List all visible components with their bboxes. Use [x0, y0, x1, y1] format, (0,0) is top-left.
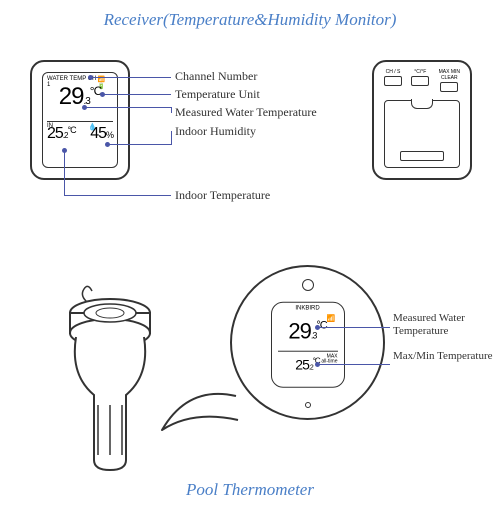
- btn1-label: CH / S: [386, 70, 401, 75]
- callout-line: [103, 94, 171, 95]
- humidity-val: 45: [90, 125, 106, 142]
- brand-label: INKBIRD: [272, 305, 344, 311]
- callout-line: [318, 327, 390, 328]
- pool-small-dec: .2: [309, 364, 313, 371]
- callout-line: [108, 144, 171, 145]
- callout-pool-temp: Measured Water Temperature: [393, 312, 493, 338]
- callout-indoor-temp: Indoor Temperature: [175, 188, 270, 203]
- water-temp-int: 29: [59, 83, 84, 110]
- callout-channel: Channel Number: [175, 69, 257, 84]
- bubble-tail: [158, 390, 248, 455]
- panel-slot: [400, 151, 444, 161]
- pool-screen: INKBIRD 📶 29.3°C MAX all-time 25.2°C: [271, 301, 345, 387]
- indoor-temp-unit: °C: [67, 125, 75, 135]
- receiver-back-diagram: CH / S °C/°F MAX MIN CLEAR: [372, 60, 472, 180]
- title-pool: Pool Thermometer: [0, 480, 500, 500]
- screen-divider: [47, 121, 113, 122]
- button-maxmin: [440, 82, 458, 92]
- panel-notch: [411, 99, 433, 109]
- callout-humidity: Indoor Humidity: [175, 124, 256, 139]
- indoor-temp-display: 25.2°C: [47, 125, 76, 143]
- callout-line: [171, 131, 172, 145]
- humidity-unit: %: [106, 130, 113, 140]
- callout-line: [171, 107, 172, 113]
- callout-line: [85, 107, 171, 108]
- callout-line: [64, 150, 65, 195]
- humidity-display: 45%: [90, 125, 113, 143]
- callout-water-temp: Measured Water Temperature: [175, 105, 317, 120]
- pool-temp-dec: .3: [311, 330, 317, 340]
- water-temp-display: 29.3°C: [43, 85, 117, 109]
- pool-display-diagram: INKBIRD 📶 29.3°C MAX all-time 25.2°C: [230, 265, 385, 420]
- pool-water-temp: 29.3°C: [272, 320, 344, 342]
- callout-line: [318, 364, 390, 365]
- callout-line: [91, 77, 171, 78]
- btn2-label: °C/°F: [414, 70, 426, 75]
- btn3-label2: CLEAR: [441, 76, 458, 81]
- indoor-temp-int: 25: [47, 125, 63, 142]
- callout-unit: Temperature Unit: [175, 87, 260, 102]
- led-dot: [305, 402, 311, 408]
- button-unit: [411, 76, 429, 86]
- receiver-screen: WATER TEMP CH 1 📶 🔋 29.3°C IN 💧 25.2°C 4…: [42, 72, 118, 168]
- battery-panel: [384, 100, 460, 168]
- title-receiver: Receiver(Temperature&Humidity Monitor): [0, 10, 500, 30]
- callout-pool-maxmin: Max/Min Temperature: [393, 350, 493, 363]
- pool-divider: [278, 350, 338, 351]
- pool-small-int: 25: [295, 356, 309, 372]
- receiver-front-diagram: WATER TEMP CH 1 📶 🔋 29.3°C IN 💧 25.2°C 4…: [30, 60, 130, 180]
- pool-float-diagram: [50, 285, 170, 490]
- callout-line: [64, 195, 171, 196]
- sensor-dot: [302, 279, 314, 291]
- button-ch: [384, 76, 402, 86]
- pool-temp-int: 29: [288, 318, 310, 343]
